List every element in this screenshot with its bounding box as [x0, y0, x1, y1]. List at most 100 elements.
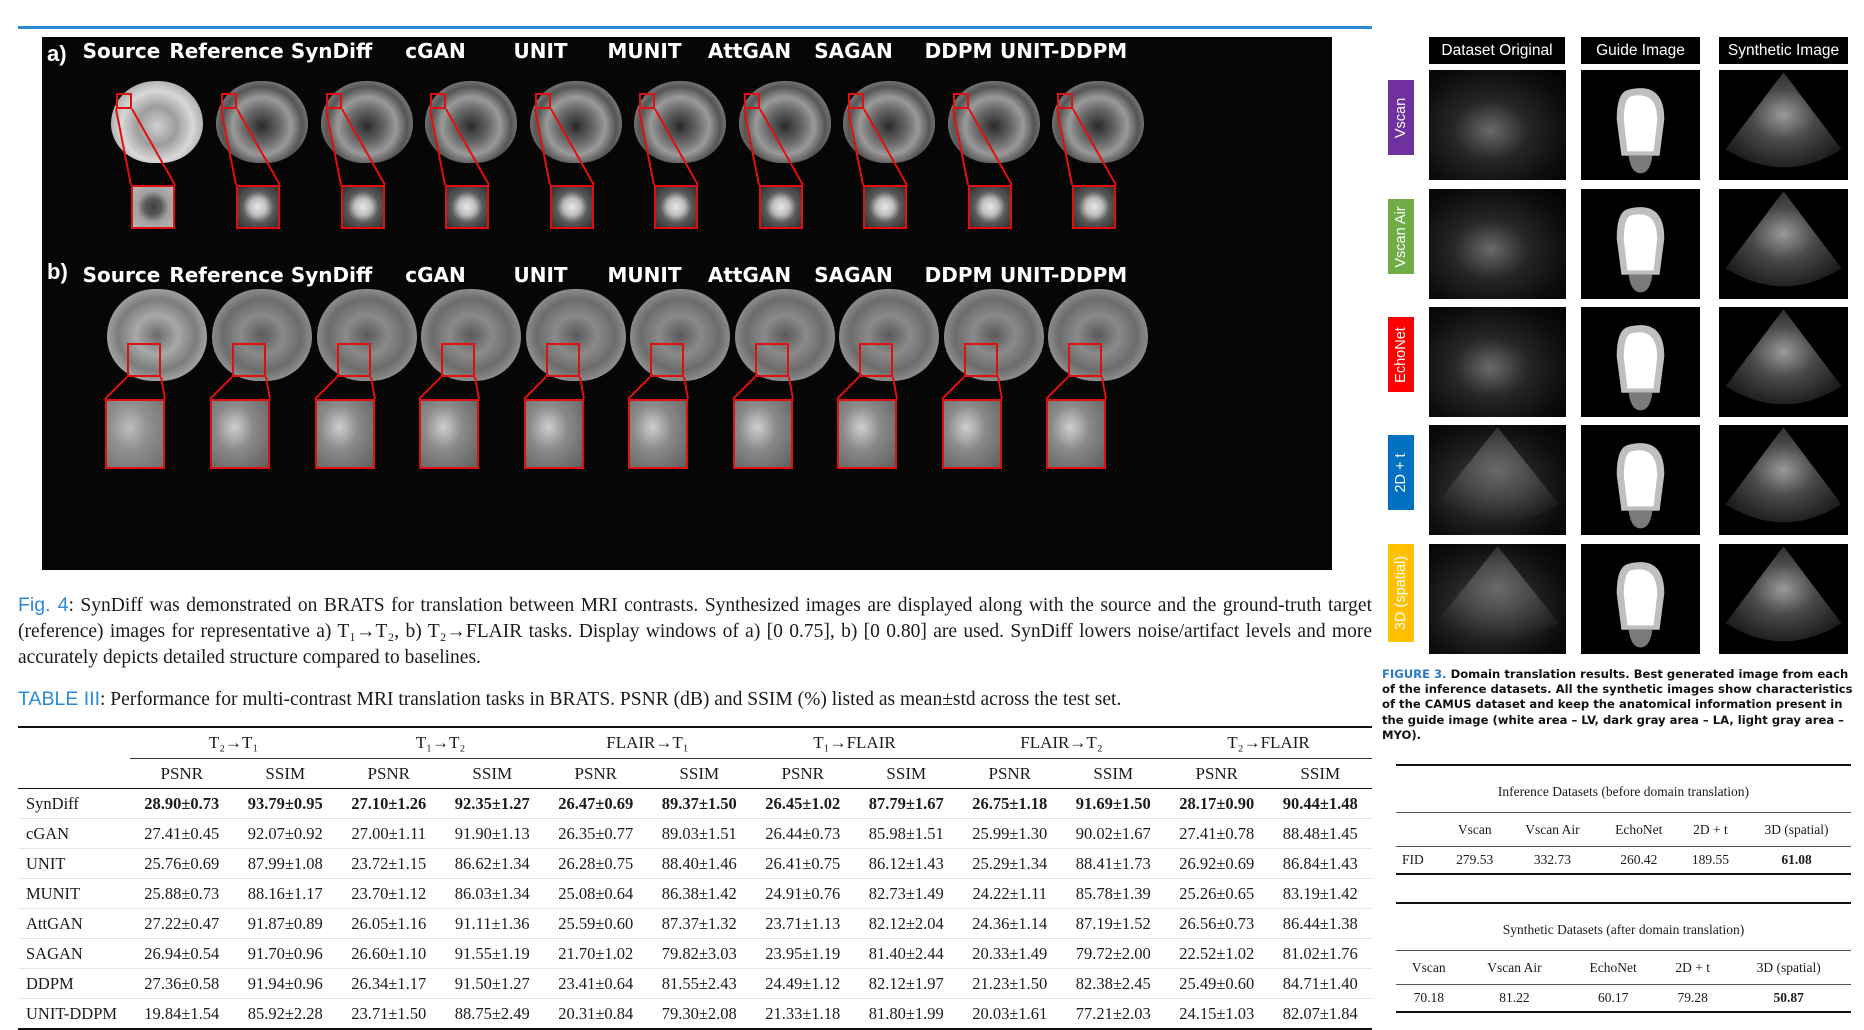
- fid-synthetic-value: 50.87: [1726, 984, 1851, 1013]
- original-image-vscan-air: [1429, 189, 1566, 299]
- top-rule: [18, 26, 1372, 29]
- guide-shape-echonet: [1616, 325, 1665, 411]
- table3-cell: 91.55±1.19: [440, 938, 544, 969]
- table3-cell: 26.35±0.77: [544, 818, 648, 849]
- guide-shape-3d-spatial: [1616, 562, 1665, 648]
- table3-cell: 88.16±1.17: [233, 878, 337, 909]
- fid-synthetic-title: Synthetic Datasets (after domain transla…: [1396, 902, 1851, 951]
- table3-row: UNIT-DDPM 19.84±1.54 85.92±2.28 23.71±1.50 8…: [18, 998, 1372, 1030]
- row-b-zoom-unit-ddpm: [1046, 399, 1106, 469]
- table3-cell: 27.36±0.58: [130, 968, 234, 999]
- row-a-zoom-cgan: [445, 185, 489, 229]
- row-a-roi-box: [744, 93, 760, 109]
- row-b-title-sagan: SAGAN: [814, 263, 893, 287]
- table3-cell: 24.36±1.14: [958, 908, 1062, 939]
- table3-model-name: UNIT: [18, 848, 130, 879]
- table3-cell: 86.44±1.38: [1268, 908, 1372, 939]
- row-b-title-munit: MUNIT: [607, 263, 682, 287]
- table3-cell: 26.94±0.54: [130, 938, 234, 969]
- table3-cell: 79.82±3.03: [647, 938, 751, 969]
- table3-cell: 82.07±1.84: [1268, 998, 1372, 1030]
- table3-cell: 25.29±1.34: [958, 848, 1062, 879]
- synthetic-fan-vscan: [1725, 72, 1842, 168]
- row-a-title-munit: MUNIT: [607, 39, 682, 63]
- lv-region: [1623, 214, 1658, 271]
- table3-cell: 27.00±1.11: [337, 818, 441, 849]
- table3-cell: 83.19±1.42: [1268, 878, 1372, 909]
- table3-cell: 27.22±0.47: [130, 908, 234, 939]
- table3-cell: 82.12±1.97: [854, 968, 958, 999]
- dataset-tag-echonet: EchoNet: [1388, 317, 1414, 392]
- fid-inference-title: Inference Datasets (before domain transl…: [1396, 764, 1851, 813]
- table3-cell: 26.45±1.02: [751, 788, 855, 819]
- lv-region: [1623, 450, 1658, 507]
- table3-cell: 23.72±1.15: [337, 848, 441, 879]
- ultrasound-fan-shape: [1435, 546, 1560, 642]
- fid-synthetic-table: Synthetic Datasets (after domain transla…: [1396, 902, 1851, 1013]
- table3: T₂→T₁ T₁→T₂ FLAIR→T₁ T₁→FLAIR FLAIR→T₂ T₂→FLA…: [18, 726, 1372, 1030]
- table3-cell: 87.99±1.08: [233, 848, 337, 879]
- fid-synthetic-col-header: EchoNet: [1589, 959, 1637, 975]
- table3-cell: 91.90±1.13: [440, 818, 544, 849]
- fid-inference-value: 61.08: [1742, 846, 1851, 875]
- zoom-connector-line: [759, 108, 804, 186]
- dataset-tag-vscan: Vscan: [1388, 80, 1414, 155]
- row-a-roi-box: [639, 93, 655, 109]
- row-b-brain-sagan: [839, 289, 939, 381]
- table3-cell: 25.49±0.60: [1165, 968, 1269, 999]
- fid-inference-col-header: Vscan: [1457, 821, 1492, 837]
- zoom-connector-line: [892, 376, 898, 400]
- table3-corner-cell: [18, 726, 130, 759]
- ultrasound-fan-shape: [1725, 72, 1842, 168]
- row-a-zoom-syndiff: [341, 185, 385, 229]
- fid-inference-col-header: EchoNet: [1615, 821, 1663, 837]
- dataset-tag-label: 3D (spatial): [1393, 555, 1409, 631]
- table3-row: AttGAN 27.22±0.47 91.87±0.89 26.05±1.16 91.1…: [18, 908, 1372, 939]
- table3-cell: 24.49±1.12: [751, 968, 855, 999]
- synthetic-fan-echonet: [1725, 309, 1842, 405]
- table3-row: MUNIT 25.88±0.73 88.16±1.17 23.70±1.12 86.03…: [18, 878, 1372, 909]
- row-b-brain-unit-ddpm: [1048, 289, 1148, 381]
- row-b-brain-syndiff: [317, 289, 417, 381]
- fid-inference-col-header: 3D (spatial): [1764, 821, 1829, 837]
- table3-cell: 81.80±1.99: [854, 998, 958, 1030]
- guide-image-vscan: [1581, 70, 1700, 180]
- table3-cell: 79.30±2.08: [647, 998, 751, 1030]
- guide-image-echonet: [1581, 307, 1700, 417]
- table3-ssim-header: SSIM: [440, 758, 544, 789]
- table3-cell: 92.07±0.92: [233, 818, 337, 849]
- table3-model-name: DDPM: [18, 968, 130, 999]
- zoom-connector-line: [314, 376, 338, 400]
- table3-cell: 91.87±0.89: [233, 908, 337, 939]
- table3-cell: 87.37±1.32: [647, 908, 751, 939]
- row-a-zoom-sagan: [863, 185, 907, 229]
- table3-cell: 82.38±2.45: [1061, 968, 1165, 999]
- fig3-caption: FIGURE 3. Domain translation results. Be…: [1382, 667, 1858, 743]
- row-b-zoom-unit: [524, 399, 584, 469]
- row-a-zoom-unit: [550, 185, 594, 229]
- table3-model-name: cGAN: [18, 818, 130, 849]
- row-b-zoom-sagan: [837, 399, 897, 469]
- guide-image-vscan-air: [1581, 189, 1700, 299]
- table3-cell: 26.92±0.69: [1165, 848, 1269, 879]
- row-b-brain-source: [107, 289, 207, 381]
- guide-shape-vscan-air: [1616, 207, 1665, 293]
- table3-task-header: T₁→FLAIR: [751, 726, 958, 759]
- row-b-roi-box: [546, 343, 580, 377]
- table3-model-name: UNIT-DDPM: [18, 998, 130, 1030]
- row-a-roi-box: [848, 93, 864, 109]
- row-b-zoom-ddpm: [942, 399, 1002, 469]
- table3-cell: 27.10±1.26: [337, 788, 441, 819]
- table3-cell: 81.02±1.76: [1268, 938, 1372, 969]
- row-a-title-attgan: AttGAN: [707, 39, 792, 63]
- table3-cell: 79.72±2.00: [1061, 938, 1165, 969]
- row-a-zoom-unit-ddpm: [1072, 185, 1116, 229]
- dataset-tag-label: 2D + t: [1393, 452, 1409, 493]
- table3-cell: 25.99±1.30: [958, 818, 1062, 849]
- row-a-roi-box: [1057, 93, 1073, 109]
- table3-psnr-header: PSNR: [958, 758, 1062, 789]
- row-b-roi-box: [650, 343, 684, 377]
- table3-cell: 90.44±1.48: [1268, 788, 1372, 819]
- dataset-tag-label: Vscan Air: [1393, 205, 1409, 268]
- table3-task-header: FLAIR→T₁: [544, 726, 751, 759]
